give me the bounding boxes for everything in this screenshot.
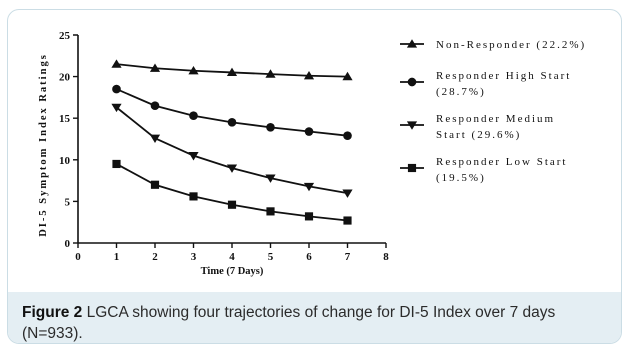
x-tick-label: 7 [345, 251, 351, 263]
y-tick-label: 10 [59, 155, 71, 167]
legend-marker [406, 39, 418, 48]
series-line [116, 88, 348, 137]
figure-caption-text: LGCA showing four trajectories of change… [22, 304, 556, 342]
line-chart: 0 1 2 3 4 5 6 7 8 0 5 10 15 20 25 Non-Responder (22.2%… [38, 30, 586, 277]
data-point [303, 182, 315, 192]
chart-axes: 0 1 2 3 4 5 6 7 8 0 5 10 15 20 25 [59, 30, 389, 263]
x-tick-label: 2 [152, 251, 158, 263]
chart-series [111, 59, 353, 225]
legend-marker [407, 163, 417, 173]
data-point [189, 192, 198, 201]
legend-label: (19.5%) [436, 172, 486, 184]
legend-entry: Responder High Start (28.7%) [400, 70, 571, 98]
data-point [188, 152, 199, 161]
figure-caption: Figure 2 LGCA showing four trajectories … [22, 302, 612, 343]
x-tick-label: 0 [75, 251, 81, 263]
data-point [189, 111, 198, 121]
data-point [304, 212, 314, 221]
data-point [343, 131, 352, 140]
caption-band: Figure 2 LGCA showing four trajectories … [8, 292, 621, 343]
data-point [112, 159, 121, 169]
legend-entry: Responder Medium Start (29.6%) [400, 113, 555, 141]
data-point [266, 207, 275, 216]
x-axis-title: Time (7 Days) [201, 266, 264, 277]
series-square [112, 159, 352, 225]
y-tick-label: 0 [65, 238, 71, 250]
data-point [303, 70, 315, 80]
data-point [342, 71, 353, 81]
y-tick-label: 25 [59, 30, 71, 42]
y-tick-label: 5 [65, 196, 71, 208]
data-point [266, 123, 275, 132]
series-triangle-up [111, 59, 353, 81]
legend-entry: Non-Responder (22.2%) [400, 39, 586, 51]
data-point [265, 69, 276, 78]
data-point [227, 118, 237, 127]
legend-label: Non-Responder (22.2%) [436, 39, 586, 51]
legend-entry: Responder Low Start (19.5%) [400, 156, 567, 184]
legend-label: Responder Low Start [436, 156, 567, 168]
x-tick-label: 5 [268, 251, 274, 263]
y-tick-label: 20 [59, 72, 71, 84]
data-point [111, 103, 122, 113]
x-tick-label: 6 [306, 251, 312, 263]
y-tick-label: 15 [59, 113, 71, 125]
figure-frame: 0 1 2 3 4 5 6 7 8 0 5 10 15 20 25 Non-Responder (22.2%… [7, 9, 622, 344]
data-point [111, 59, 122, 68]
data-point [150, 180, 160, 189]
figure-label: Figure 2 [22, 304, 83, 321]
data-point [226, 67, 238, 77]
x-tick-label: 3 [191, 251, 197, 263]
legend-label: (28.7%) [436, 86, 486, 98]
series-triangle-down [111, 103, 353, 198]
y-axis-title: DI-5 Symptom Index Ratings [38, 53, 49, 237]
chart-legend: Non-Responder (22.2%) Responder High Star… [400, 39, 586, 184]
x-tick-label: 1 [114, 251, 120, 263]
data-point [227, 200, 237, 209]
data-point [150, 101, 160, 111]
data-point [149, 63, 161, 72]
x-tick-label: 8 [383, 251, 389, 263]
legend-marker [406, 121, 418, 130]
data-point [265, 174, 276, 183]
legend-label: Responder High Start [436, 70, 571, 82]
data-point [188, 65, 199, 75]
data-point [342, 189, 353, 198]
data-point [112, 84, 121, 94]
data-point [149, 134, 161, 143]
series-circle [112, 84, 352, 140]
data-point [343, 216, 352, 225]
legend-label: Responder Medium [436, 113, 555, 125]
data-point [226, 164, 238, 173]
x-tick-label: 4 [229, 251, 235, 263]
legend-marker [407, 77, 417, 87]
legend-label: Start (29.6%) [436, 129, 521, 141]
data-point [304, 127, 314, 136]
